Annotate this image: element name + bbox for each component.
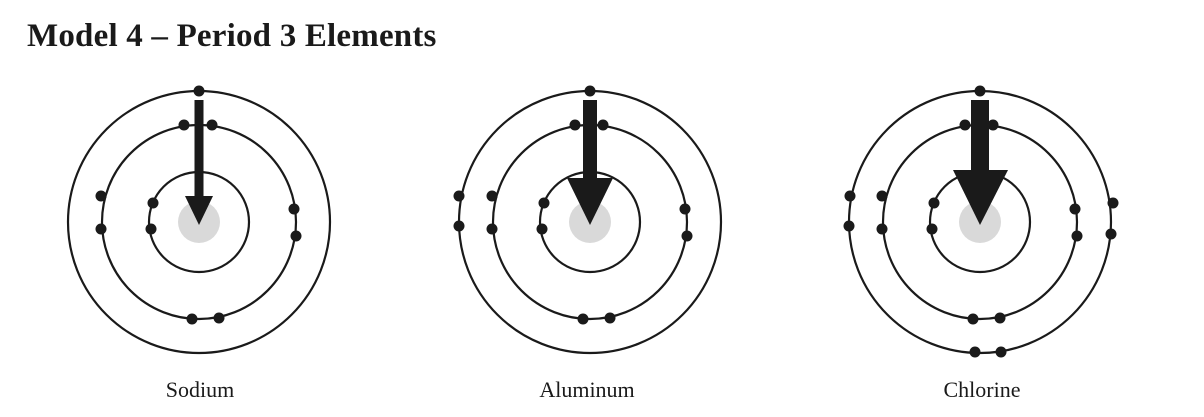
electron [969,346,981,358]
pull-arrow-head [567,178,613,225]
electron [145,223,157,235]
electron [95,223,107,235]
electron [959,119,971,131]
page-title: Model 4 – Period 3 Elements [27,18,437,54]
electron [486,223,498,235]
electron [486,190,498,202]
electrons [843,85,1119,358]
electron [538,197,550,209]
electron [926,223,938,235]
atom-chlorine [843,85,1119,358]
electron [178,119,190,131]
electron [843,220,855,232]
atom-label-aluminum: Aluminum [539,377,635,402]
electrons [453,85,693,325]
electron [147,197,159,209]
electron [1071,230,1083,242]
electron [597,119,609,131]
electron [1107,197,1119,209]
electron [1105,228,1117,240]
electron [876,223,888,235]
electron [679,203,691,215]
electrons [95,85,302,325]
electron [95,190,107,202]
electron [213,312,225,324]
pull-arrow-shaft [194,100,204,198]
electron [290,230,302,242]
electron [604,312,616,324]
atom-sodium [66,85,332,355]
electron [1069,203,1081,215]
pull-arrow-shaft [971,100,989,172]
electron [186,313,198,325]
electron [206,119,218,131]
electron [928,197,940,209]
electron [577,313,589,325]
electron [995,346,1007,358]
electron [453,220,465,232]
electron [987,119,999,131]
electron [453,190,465,202]
electron [974,85,986,97]
electron [681,230,693,242]
electron [288,203,300,215]
pull-arrow-head [185,196,213,225]
atom-label-sodium: Sodium [165,377,235,402]
atom-label-chlorine: Chlorine [943,377,1021,402]
electron [844,190,856,202]
pull-arrow-head [953,170,1008,225]
pull-arrow-shaft [583,100,597,180]
atom-aluminum [453,85,723,355]
electron [584,85,596,97]
electron [193,85,205,97]
electron [967,313,979,325]
electron [876,190,888,202]
electron [994,312,1006,324]
electron [536,223,548,235]
electron [569,119,581,131]
